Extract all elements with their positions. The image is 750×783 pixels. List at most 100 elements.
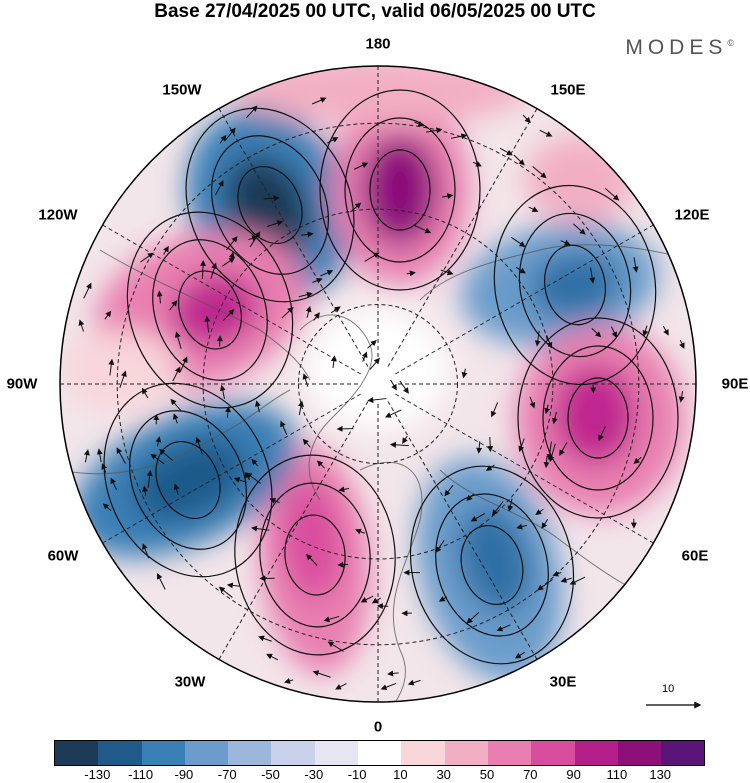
wind-arrow — [367, 339, 377, 349]
colorbar-tick-label: -30 — [304, 767, 324, 782]
wind-arrow — [298, 400, 304, 416]
longitude-label: 120E — [674, 206, 710, 224]
wind-arrow — [258, 635, 272, 642]
wind-arrow — [632, 257, 639, 273]
coastline — [60, 389, 291, 475]
wind-arrow — [263, 195, 280, 202]
wind-arrow — [141, 387, 149, 399]
wind-arrow — [598, 426, 606, 442]
wind-arrow — [172, 413, 179, 424]
wind-arrow — [116, 447, 126, 464]
longitude-label: 150E — [550, 81, 586, 99]
wind-arrow — [559, 442, 568, 456]
wind-arrow — [142, 485, 148, 496]
colorbar-tick-label: 130 — [649, 767, 672, 782]
wind-arrow — [466, 493, 475, 501]
anomaly-region — [458, 506, 532, 614]
colorbar-tick-label: -130 — [84, 767, 111, 782]
colorbar-swatch — [487, 741, 532, 765]
wind-arrow — [327, 137, 339, 144]
wind-arrow — [539, 129, 553, 137]
wind-arrow — [611, 326, 617, 339]
wind-arrow — [544, 404, 551, 415]
streamline — [152, 239, 268, 381]
wind-arrow — [355, 528, 365, 535]
wind-arrow — [142, 543, 150, 559]
wind-arrow — [169, 300, 178, 311]
colorbar-swatch — [314, 741, 359, 765]
wind-arrow — [384, 409, 402, 418]
wind-arrow — [511, 236, 526, 247]
colorbar-swatch — [358, 741, 402, 765]
wind-arrow — [387, 670, 399, 677]
wind-arrow — [269, 498, 280, 504]
wind-arrow — [327, 641, 344, 652]
streamline — [544, 244, 606, 326]
streamlines — [103, 89, 679, 665]
wind-arrow — [221, 257, 236, 267]
anomaly-region — [281, 480, 343, 600]
map-disk — [60, 66, 696, 702]
wind-arrow — [104, 310, 112, 320]
wind-arrow — [335, 683, 347, 690]
colorbar-swatch — [141, 741, 185, 765]
wind-arrow — [284, 678, 294, 684]
wind-arrow — [507, 498, 514, 512]
colorbar-tick-label: -10 — [347, 767, 367, 782]
wind-arrow — [589, 267, 596, 284]
wind-arrow — [679, 339, 685, 350]
reference-vector-label: 10 — [662, 683, 675, 695]
colorbar-swatch — [271, 741, 315, 765]
wind-arrow — [158, 448, 173, 461]
wind-arrow — [83, 449, 90, 463]
wind-arrow — [534, 330, 541, 347]
streamline — [284, 514, 346, 596]
wind-arrow — [316, 460, 325, 469]
wind-arrow — [110, 477, 117, 490]
wind-arrow — [380, 682, 397, 691]
wind-arrow — [320, 269, 334, 277]
wind-arrow — [226, 236, 238, 251]
wind-arrow — [518, 438, 525, 453]
colorbar-tick-label: -70 — [217, 767, 237, 782]
wind-arrow — [642, 325, 649, 337]
wind-arrow — [204, 315, 211, 333]
wind-arrow — [280, 420, 288, 436]
streamline — [178, 270, 242, 350]
longitude-label: 180 — [365, 35, 391, 53]
longitude-label: 120W — [38, 206, 78, 224]
anomaly-field — [60, 66, 685, 683]
colorbar-swatch — [98, 741, 142, 765]
colorbar-swatch — [228, 741, 272, 765]
wind-arrow — [390, 379, 397, 391]
wind-arrow — [251, 458, 259, 467]
wind-arrow — [552, 570, 562, 577]
wind-arrow — [546, 441, 553, 461]
colorbar-tick-label: 90 — [566, 767, 581, 782]
wind-arrow — [369, 357, 380, 370]
wind-arrow — [251, 525, 270, 532]
anomaly-region — [308, 310, 448, 430]
colorbar-tick-label: 110 — [606, 767, 628, 782]
coastline — [419, 244, 691, 301]
streamline — [409, 465, 575, 665]
colorbar-swatch — [444, 741, 488, 765]
wind-arrow — [472, 161, 482, 167]
wind-arrow — [364, 252, 380, 262]
meridian-line — [102, 224, 361, 375]
wind-arrow — [406, 270, 416, 277]
meridian-line — [102, 393, 361, 544]
wind-arrow — [546, 335, 553, 349]
streamline — [259, 482, 371, 628]
streamline — [319, 89, 481, 291]
wind-arrow — [311, 97, 327, 105]
wind-arrow — [389, 441, 409, 448]
wind-arrow — [537, 579, 553, 591]
wind-arrow — [226, 582, 241, 589]
wind-arrow — [402, 435, 408, 444]
wind-arrow — [444, 484, 454, 497]
wind-arrow — [367, 397, 387, 403]
wind-arrow — [174, 331, 182, 349]
streamline — [155, 440, 221, 520]
wind-arrow — [591, 328, 602, 338]
